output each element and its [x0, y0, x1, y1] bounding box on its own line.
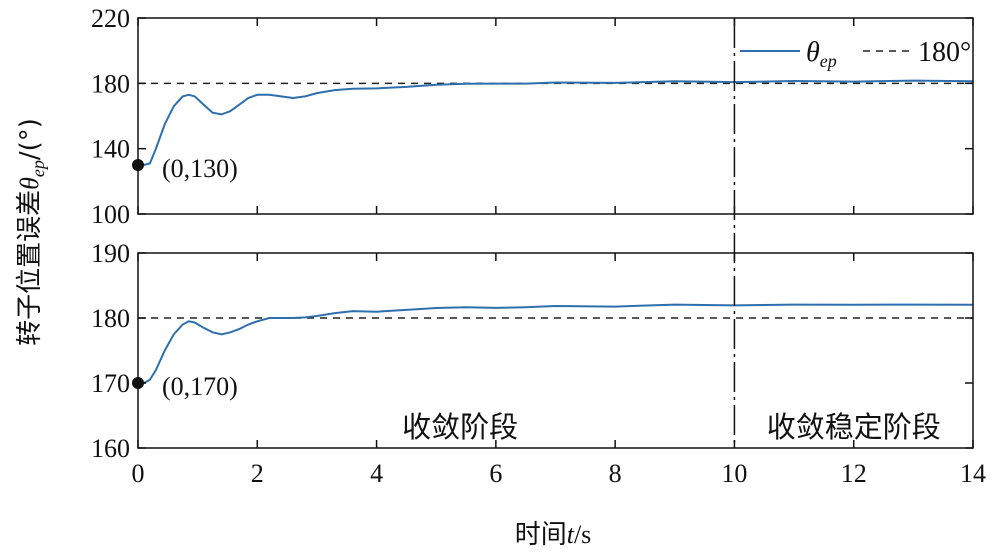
bottom-series-line [138, 303, 974, 384]
y-tick-label: 190 [91, 239, 130, 268]
bottom-y-ticks: 160 170 180 190 [91, 239, 973, 463]
bottom-panel: 160 170 180 190 0 2 4 6 8 10 12 14 (0,170) [91, 239, 986, 488]
top-x-ticks [137, 18, 974, 214]
legend: θep 180° [740, 37, 971, 71]
x-axis-label: 时间t/s [515, 520, 592, 550]
bottom-axes-frame [137, 252, 974, 449]
y-tick-label: 100 [91, 200, 130, 229]
x-tick-label: 4 [370, 459, 383, 488]
phase-label-convergence: 收敛阶段 [402, 410, 518, 444]
x-tick-label: 10 [721, 459, 747, 488]
x-tick-label: 2 [251, 459, 264, 488]
x-tick-label: 14 [960, 459, 986, 488]
bottom-annotation: (0,170) [162, 372, 238, 401]
top-y-ticks: 100 140 180 220 [91, 4, 973, 229]
y-tick-label: 160 [91, 434, 130, 463]
top-axes-frame [137, 17, 974, 215]
x-tick-label: 12 [841, 459, 867, 488]
y-tick-label: 220 [91, 4, 130, 33]
y-tick-label: 170 [91, 369, 130, 398]
legend-reference-label: 180° [918, 37, 971, 68]
x-tick-label: 0 [132, 459, 145, 488]
y-tick-label: 180 [91, 69, 130, 98]
y-tick-label: 140 [91, 135, 130, 164]
y-tick-label: 180 [91, 304, 130, 333]
y-axis-label: 转子位置误差θep/(°) [15, 118, 48, 346]
legend-series-label: θep [806, 37, 837, 71]
phase-label-stable: 收敛稳定阶段 [767, 410, 941, 444]
top-series-line [138, 79, 974, 166]
bottom-x-ticks: 0 2 4 6 8 10 12 14 [132, 253, 986, 488]
top-annotation: (0,130) [162, 154, 238, 183]
x-tick-label: 8 [609, 459, 622, 488]
top-panel: 100 140 180 220 (0,130) [91, 4, 974, 229]
x-tick-label: 6 [489, 459, 502, 488]
